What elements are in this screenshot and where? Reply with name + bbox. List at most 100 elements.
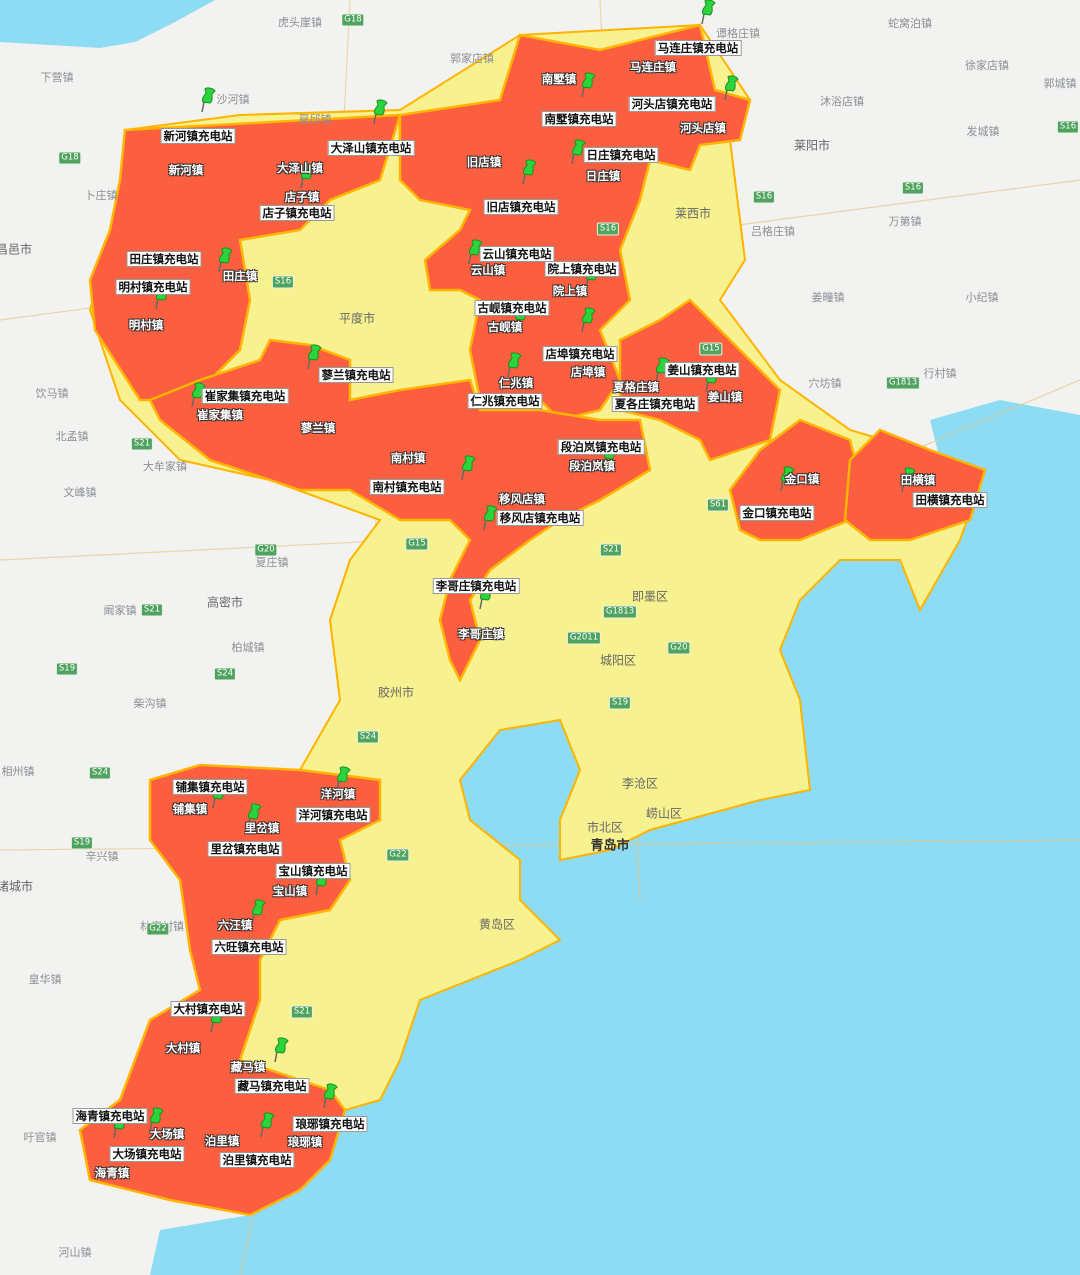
pushpin-icon[interactable] bbox=[147, 1106, 165, 1133]
pushpin-icon[interactable] bbox=[245, 802, 263, 829]
station-label[interactable]: 宝山镇充电站 bbox=[275, 863, 351, 879]
station-label[interactable]: 新河镇充电站 bbox=[160, 128, 236, 144]
station-label[interactable]: 南墅镇充电站 bbox=[541, 111, 617, 127]
pushpin-icon[interactable] bbox=[216, 246, 234, 273]
station-label[interactable]: 院上镇充电站 bbox=[544, 261, 620, 277]
station-label[interactable]: 海青镇充电站 bbox=[72, 1108, 148, 1124]
station-label[interactable]: 大村镇充电站 bbox=[170, 1001, 246, 1017]
station-label[interactable]: 大场镇充电站 bbox=[109, 1146, 185, 1162]
station-label[interactable]: 云山镇充电站 bbox=[479, 246, 555, 262]
region-tianheng[interactable] bbox=[843, 428, 987, 542]
pushpin-icon[interactable] bbox=[520, 158, 538, 185]
station-label[interactable]: 大泽山镇充电站 bbox=[327, 140, 415, 156]
highway-shield: S16 bbox=[901, 181, 925, 195]
station-label[interactable]: 段泊岚镇充电站 bbox=[557, 439, 645, 455]
highway-shield: G15 bbox=[405, 537, 429, 551]
place-label: 辛兴镇 bbox=[85, 850, 119, 863]
station-label[interactable]: 铺集镇充电站 bbox=[172, 779, 248, 795]
pushpin-icon[interactable] bbox=[459, 454, 477, 481]
highway-shield: G1813 bbox=[602, 605, 638, 619]
station-label[interactable]: 明村镇充电站 bbox=[115, 279, 191, 295]
pushpin-icon[interactable] bbox=[258, 1111, 276, 1138]
station-label[interactable]: 洋河镇充电站 bbox=[295, 807, 371, 823]
pushpin-icon[interactable] bbox=[722, 74, 740, 101]
station-label[interactable]: 李哥庄镇充电站 bbox=[432, 578, 520, 594]
place-label: 卜庄镇 bbox=[84, 189, 118, 202]
town-label: 六汪镇 bbox=[217, 918, 253, 932]
place-label: 平度市 bbox=[338, 311, 376, 326]
station-label[interactable]: 金口镇充电站 bbox=[739, 505, 815, 521]
town-label: 院上镇 bbox=[552, 284, 588, 298]
place-label: 穴坊镇 bbox=[808, 377, 842, 390]
pushpin-icon[interactable] bbox=[899, 466, 917, 493]
station-label[interactable]: 移风店镇充电站 bbox=[496, 510, 584, 526]
highway-shield: S21 bbox=[130, 437, 154, 451]
pushpin-icon[interactable] bbox=[199, 86, 217, 113]
highway-shield: S16 bbox=[271, 275, 295, 289]
pushpin-icon[interactable] bbox=[298, 162, 316, 189]
station-label[interactable]: 店埠镇充电站 bbox=[542, 346, 618, 362]
town-label: 藏马镇 bbox=[230, 1060, 266, 1074]
region-jiangshan[interactable] bbox=[618, 298, 782, 462]
station-label[interactable]: 里岔镇充电站 bbox=[207, 841, 283, 857]
station-label[interactable]: 藏马镇充电站 bbox=[234, 1078, 310, 1094]
pushpin-icon[interactable] bbox=[579, 306, 597, 333]
place-label: 沐浴店镇 bbox=[820, 95, 864, 108]
highway-shield: G20 bbox=[254, 543, 278, 557]
station-label[interactable]: 泊里镇充电站 bbox=[219, 1152, 295, 1168]
station-label[interactable]: 旧店镇充电站 bbox=[483, 199, 559, 215]
station-label[interactable]: 田横镇充电站 bbox=[912, 492, 988, 508]
pushpin-icon[interactable] bbox=[334, 765, 352, 792]
station-label[interactable]: 马连庄镇充电站 bbox=[654, 40, 742, 56]
place-label: 发城镇 bbox=[966, 125, 1000, 138]
station-label[interactable]: 古岘镇充电站 bbox=[474, 300, 550, 316]
pushpin-icon[interactable] bbox=[272, 1036, 290, 1063]
pushpin-icon[interactable] bbox=[569, 138, 587, 165]
pushpin-icon[interactable] bbox=[321, 1082, 339, 1109]
region-north[interactable] bbox=[398, 23, 752, 422]
highway-shield: G22 bbox=[146, 922, 170, 936]
pushpin-icon[interactable] bbox=[371, 98, 389, 125]
town-label: 洋河镇 bbox=[320, 787, 356, 801]
sea-bohai bbox=[0, 0, 215, 48]
station-label[interactable]: 琅琊镇充电站 bbox=[292, 1116, 368, 1132]
place-label: 崂山区 bbox=[645, 806, 683, 821]
pushpin-icon[interactable] bbox=[466, 238, 484, 265]
station-label[interactable]: 店子镇充电站 bbox=[259, 205, 335, 221]
highway-shield: S16 bbox=[1056, 120, 1080, 134]
town-label: 大泽山镇 bbox=[277, 161, 323, 175]
region-northwest[interactable] bbox=[88, 113, 402, 402]
town-label: 泊里镇 bbox=[204, 1134, 240, 1148]
place-label: 大牟家镇 bbox=[143, 460, 187, 473]
pushpin-icon[interactable] bbox=[481, 504, 499, 531]
pushpin-icon[interactable] bbox=[305, 343, 323, 370]
station-label[interactable]: 六旺镇充电站 bbox=[211, 939, 287, 955]
town-label: 金口镇 bbox=[784, 472, 820, 486]
pushpin-icon[interactable] bbox=[699, 0, 717, 25]
town-label: 日庄镇 bbox=[585, 169, 621, 183]
pushpin-icon[interactable] bbox=[778, 465, 796, 492]
station-label[interactable]: 仁兆镇充电站 bbox=[467, 393, 543, 409]
town-label: 夏格庄镇 bbox=[613, 380, 659, 394]
pushpin-icon[interactable] bbox=[579, 71, 597, 98]
town-label: 南村镇 bbox=[390, 451, 426, 465]
town-label: 里岔镇 bbox=[244, 821, 280, 835]
station-label[interactable]: 蓼兰镇充电站 bbox=[318, 367, 394, 383]
place-label: 柴沟镇 bbox=[133, 697, 167, 710]
station-label[interactable]: 南村镇充电站 bbox=[369, 479, 445, 495]
station-label[interactable]: 崔家集镇充电站 bbox=[201, 388, 289, 404]
highway-shield: G18 bbox=[341, 13, 365, 27]
pushpin-icon[interactable] bbox=[505, 351, 523, 378]
station-label[interactable]: 田庄镇充电站 bbox=[126, 251, 202, 267]
place-label: 蛇窝泊镇 bbox=[888, 17, 932, 30]
station-label[interactable]: 日庄镇充电站 bbox=[583, 147, 659, 163]
place-label: 即墨区 bbox=[631, 589, 669, 604]
station-label[interactable]: 河头店镇充电站 bbox=[628, 96, 716, 112]
station-label[interactable]: 夏各庄镇充电站 bbox=[611, 396, 699, 412]
pushpin-icon[interactable] bbox=[249, 898, 267, 925]
place-label: 行村镇 bbox=[923, 367, 957, 380]
place-label: 饮马镇 bbox=[35, 387, 69, 400]
station-label[interactable]: 姜山镇充电站 bbox=[664, 362, 740, 378]
place-label: 北孟镇 bbox=[55, 430, 89, 443]
